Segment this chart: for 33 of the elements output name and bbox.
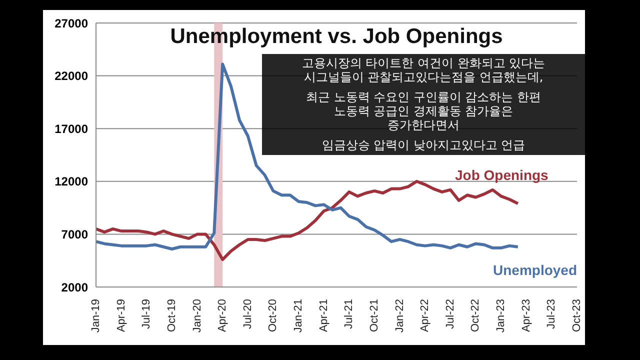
x-tick-label: Oct-19 <box>166 299 178 332</box>
annotation: 임금상승 압력이 낮아지고있다고 언급 <box>320 138 526 152</box>
x-tick-label: Apr-20 <box>216 299 229 332</box>
y-tick-label: 2000 <box>61 280 88 294</box>
x-tick-label: Jul-19 <box>140 299 153 329</box>
y-tick-label: 7000 <box>61 227 88 242</box>
x-tick-label: Apr-22 <box>419 299 432 332</box>
x-tick-label: Jul-23 <box>546 299 558 329</box>
series-label: Job Openings <box>455 167 548 183</box>
x-tick-label: Oct-22 <box>470 299 482 332</box>
x-tick-label: Apr-21 <box>318 299 330 332</box>
x-tick-label: Jul-22 <box>444 299 456 329</box>
chart-title: Unemployment vs. Job Openings <box>169 25 504 49</box>
x-tick-label: Oct-20 <box>267 299 280 332</box>
x-tick-label: Jan-20 <box>191 299 204 333</box>
x-tick-label: Jul-20 <box>242 299 254 329</box>
y-tick-label: 27000 <box>54 16 88 30</box>
x-tick-label: Apr-23 <box>520 299 532 332</box>
x-tick-label: Jan-21 <box>292 299 305 333</box>
annotation: 고용시장의 타이트한 여건이 완화되고 있다는 시그널들이 관찰되고있다는점을 언급했는데, <box>300 56 546 84</box>
y-tick-label: 17000 <box>54 122 88 136</box>
x-tick-label: Jan-23 <box>495 299 508 333</box>
y-tick-label: 12000 <box>54 174 88 189</box>
annotation: 최근 노동력 수요인 구인률이 감소하는 한편 노동력 공급인 경제활동 참가율은 증가한다면서 <box>304 90 542 132</box>
y-tick-label: 22000 <box>54 69 88 84</box>
x-tick-label: Oct-21 <box>368 299 380 332</box>
series-label: Unemployed <box>493 262 578 278</box>
x-tick-label: Jul-21 <box>343 299 356 329</box>
x-tick-label: Apr-19 <box>115 299 128 332</box>
x-tick-label: Jan-19 <box>90 299 102 333</box>
x-tick-label: Oct-23 <box>571 299 583 332</box>
caption-box: 고용시장의 타이트한 여건이 완화되고 있다는 시그널들이 관찰되고있다는점을 언급했는데, 최근 노동력 수요인 구인률이 감소하는 한편 노동력 공급인 경제활동 참가율은 증가한다면서 임금상승 압력이 낮아지고있다고 언급 <box>262 54 585 155</box>
x-tick-label: Jan-22 <box>394 299 406 333</box>
